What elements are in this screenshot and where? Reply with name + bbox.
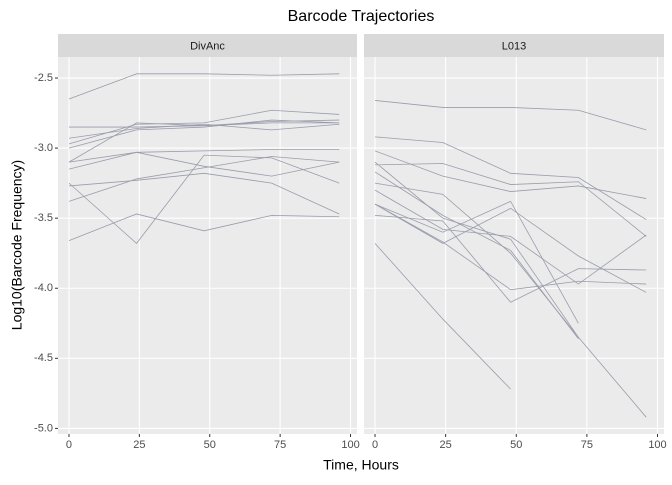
series-line bbox=[68, 73, 340, 100]
y-tick-label: -4.5 bbox=[34, 352, 53, 364]
series-line bbox=[68, 109, 340, 145]
x-tick-label: 75 bbox=[581, 439, 593, 451]
x-tick-label: 0 bbox=[372, 439, 378, 451]
y-tick-label: -5.0 bbox=[34, 422, 53, 434]
series-line bbox=[68, 154, 340, 244]
x-tick-label: 50 bbox=[510, 439, 522, 451]
series-line bbox=[374, 189, 647, 285]
series-line bbox=[374, 243, 511, 390]
y-tick-label: -3.0 bbox=[34, 142, 53, 154]
series-line bbox=[375, 163, 647, 237]
y-tick-label: -4.0 bbox=[34, 282, 53, 294]
x-tick-label: 100 bbox=[648, 439, 666, 451]
series-line bbox=[374, 161, 647, 418]
series-line bbox=[374, 214, 647, 303]
y-tick-label: -2.5 bbox=[34, 72, 53, 84]
x-tick-label: 25 bbox=[133, 439, 145, 451]
series-line bbox=[374, 150, 647, 199]
y-axis-label: Log10(Barcode Frequency) bbox=[9, 160, 25, 330]
x-tick-label: 0 bbox=[66, 439, 72, 451]
x-tick-label: 25 bbox=[440, 439, 452, 451]
series-line bbox=[68, 122, 340, 163]
x-axis-label: Time, Hours bbox=[323, 457, 399, 473]
series-line bbox=[374, 136, 647, 220]
x-tick-label: 50 bbox=[204, 439, 216, 451]
series-line bbox=[68, 213, 340, 241]
y-tick-label: -3.5 bbox=[34, 212, 53, 224]
panel-background bbox=[58, 57, 357, 434]
series-line bbox=[374, 203, 647, 291]
panel-background bbox=[364, 57, 664, 434]
series-line bbox=[68, 123, 340, 139]
series-line bbox=[374, 100, 647, 131]
strip-label: DivAnc bbox=[190, 40, 225, 52]
strip-label: L013 bbox=[502, 40, 526, 52]
series-line bbox=[68, 151, 340, 177]
strip bbox=[58, 34, 357, 57]
series-line bbox=[374, 182, 579, 338]
chart-title: Barcode Trajectories bbox=[288, 8, 435, 25]
series-line bbox=[68, 172, 340, 215]
x-tick-label: 100 bbox=[341, 439, 359, 451]
strip bbox=[364, 34, 664, 57]
series-line bbox=[68, 156, 340, 202]
series-line bbox=[68, 149, 340, 163]
x-tick-label: 75 bbox=[274, 439, 286, 451]
